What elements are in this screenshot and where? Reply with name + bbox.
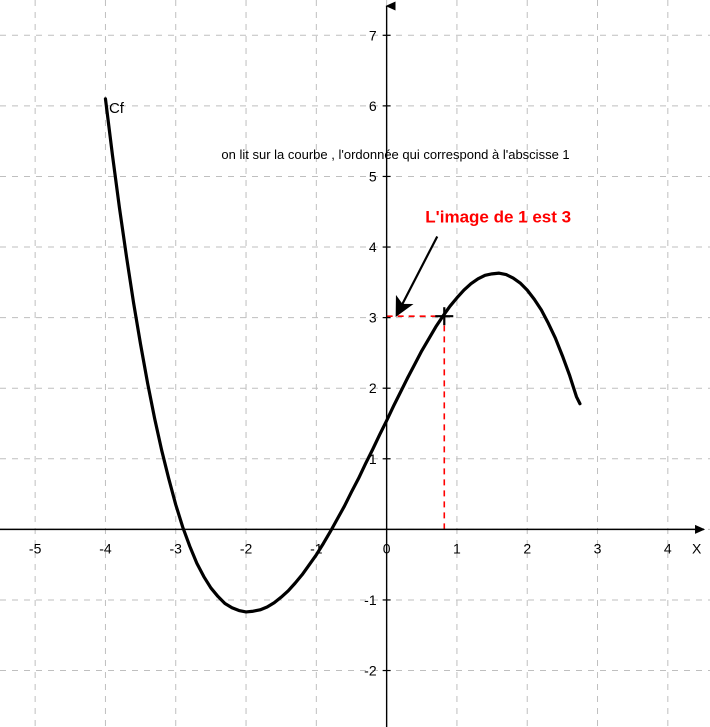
y-tick-label: 4 [369, 239, 377, 255]
x-tick-label: 3 [594, 540, 602, 556]
y-tick-label: 2 [369, 380, 377, 396]
axes [0, 6, 704, 727]
function-curve: Cf [105, 99, 580, 612]
x-tick-label: -4 [99, 540, 112, 556]
y-tick-label: 6 [369, 98, 377, 114]
y-tick-label: -1 [364, 592, 377, 608]
x-tick-label: -2 [240, 540, 253, 556]
x-tick-label: 0 [383, 540, 391, 556]
curve-cf [105, 99, 580, 612]
annotation-arrow [397, 236, 437, 314]
x-tick-label: 2 [523, 540, 531, 556]
x-axis-label: X [692, 540, 702, 556]
annotations: on lit sur la courbe , l'ordonnée qui co… [221, 147, 571, 314]
y-tick-label: 7 [369, 27, 377, 43]
x-tick-label: 4 [664, 540, 672, 556]
tick-labels: -5-4-3-2-101234-2-11234567X [29, 27, 702, 678]
x-tick-label: 1 [453, 540, 461, 556]
caption-text: on lit sur la courbe , l'ordonnée qui co… [221, 147, 569, 162]
guide-lines [387, 316, 445, 529]
highlight-text: L'image de 1 est 3 [425, 207, 571, 226]
x-tick-label: -3 [170, 540, 183, 556]
y-tick-label: -2 [364, 663, 377, 679]
curve-label: Cf [109, 100, 125, 117]
y-tick-label: 5 [369, 168, 377, 184]
y-tick-label: 3 [369, 310, 377, 326]
x-tick-label: -5 [29, 540, 42, 556]
